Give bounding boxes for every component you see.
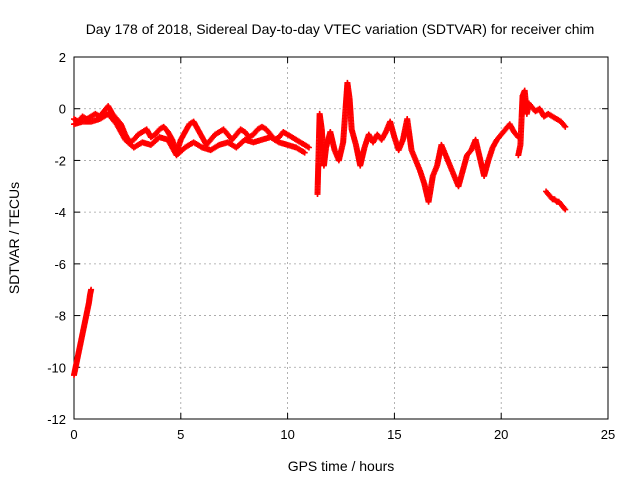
y-axis-label: SDTVAR / TECUs — [6, 182, 22, 294]
y-tick-label: -6 — [54, 257, 66, 272]
data-point — [88, 286, 95, 293]
data-point — [301, 149, 308, 156]
x-tick-label: 5 — [177, 427, 184, 442]
y-tick-label: -4 — [54, 205, 66, 220]
y-tick-label: -10 — [47, 360, 66, 375]
y-tick-label: 0 — [59, 102, 66, 117]
data-point — [562, 206, 569, 213]
x-tick-label: 15 — [387, 427, 401, 442]
data-point — [305, 144, 312, 151]
y-tick-label: 2 — [59, 50, 66, 65]
y-tick-label: -12 — [47, 412, 66, 427]
chart-title: Day 178 of 2018, Sidereal Day-to-day VTE… — [86, 21, 595, 37]
data-point — [562, 123, 569, 130]
y-tick-label: -2 — [54, 153, 66, 168]
x-axis-label: GPS time / hours — [288, 458, 395, 474]
x-tick-label: 20 — [494, 427, 508, 442]
x-tick-label: 25 — [601, 427, 615, 442]
axis-ticks: 0 5 10 15 20 25 -12 -10 -8 -6 -4 -2 0 2 — [47, 50, 615, 442]
data-points — [71, 79, 569, 379]
x-tick-label: 0 — [70, 427, 77, 442]
y-tick-label: -8 — [54, 309, 66, 324]
x-tick-label: 10 — [280, 427, 294, 442]
grid — [74, 57, 608, 419]
plot-frame — [73, 56, 609, 420]
